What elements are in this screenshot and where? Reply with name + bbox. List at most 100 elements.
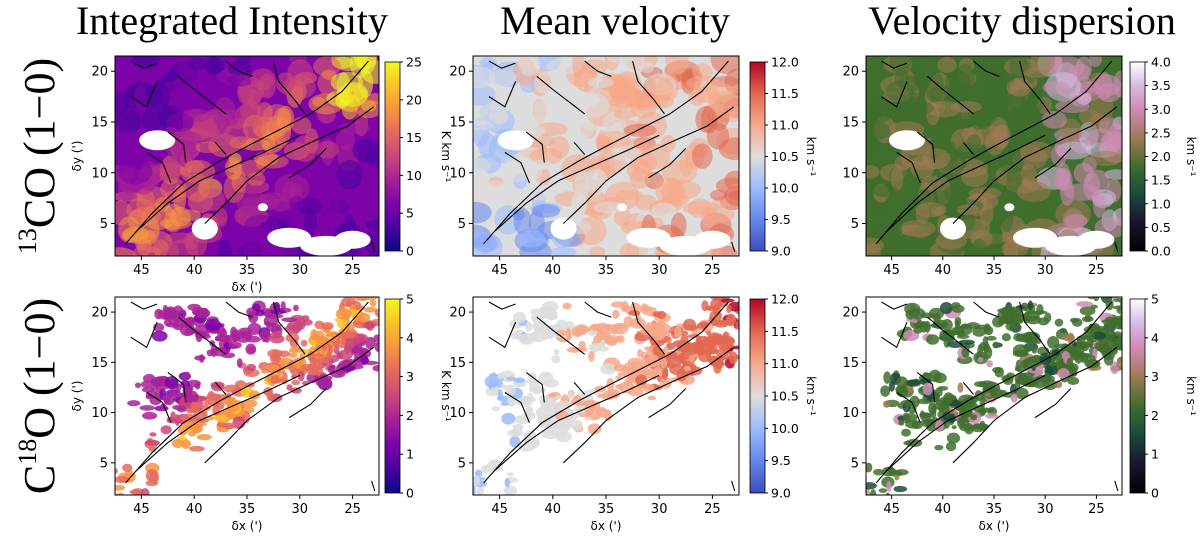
heatmap-image	[473, 297, 739, 495]
x-tick-label: 35	[986, 263, 1003, 278]
colorbar-tick-label: 3.0	[1151, 102, 1171, 117]
filament-skeleton	[272, 60, 306, 115]
x-tick-label: 30	[1037, 502, 1054, 517]
filament-skeleton	[896, 151, 921, 184]
filament-skeleton	[973, 60, 1000, 77]
x-tick-label: 45	[883, 263, 900, 278]
panel-c18o-mean-velocity: 45 40 35 30 25 5 10 15 20 δx (') 9.0 9.5 10.0 10.5 11.…	[449, 292, 818, 534]
filament-skeleton	[916, 371, 936, 403]
filament-skeleton	[731, 241, 736, 253]
filament-skeleton	[731, 480, 736, 492]
filament-skeleton	[371, 480, 376, 492]
x-tick-label: 40	[545, 502, 562, 517]
filament-skeleton	[483, 60, 729, 245]
y-tick-label: 15	[842, 356, 859, 371]
colorbar	[384, 61, 401, 252]
y-tick-label: 10	[842, 406, 859, 421]
x-axis-label: δx (')	[232, 519, 263, 533]
filament-skeleton	[573, 382, 586, 395]
row-label: C18O (1−0)	[13, 298, 64, 494]
panel-13co-integrated-intensity: 45 40 35 30 25 5 10 15 20 δx (') δy (') 0 5 10 15 20 25 K…	[70, 55, 453, 295]
filament-skeleton	[488, 301, 516, 310]
filament-skeleton	[125, 301, 369, 484]
colorbar-tick-label: 25	[406, 55, 422, 70]
x-tick-label: 25	[344, 502, 361, 517]
colorbar-tick-label: 10.5	[771, 149, 799, 164]
filament-skeleton	[952, 346, 1118, 464]
filament-skeleton	[881, 301, 908, 310]
filament-skeleton	[371, 241, 376, 253]
x-tick-label: 40	[545, 263, 562, 278]
colorbar-tick-label: 11.5	[771, 324, 799, 339]
filament-skeleton	[881, 60, 908, 69]
x-tick-label: 40	[186, 502, 203, 517]
row-label: 13CO (1−0)	[13, 58, 64, 254]
filament-skeleton	[225, 301, 253, 318]
colorbar-tick-label: 0	[1151, 486, 1159, 501]
filament-skeleton	[488, 321, 517, 349]
colorbar-tick-label: 12.0	[771, 292, 799, 307]
filament-skeleton	[204, 346, 375, 464]
colorbar-tick-label: 2.5	[1151, 125, 1171, 140]
colorbar-label: km s⁻¹	[1184, 137, 1198, 177]
x-axis-label: δx (')	[979, 519, 1010, 533]
y-tick-label: 5	[100, 217, 108, 232]
colorbar	[1129, 298, 1146, 494]
colorbar-tick-label: 1	[1151, 447, 1159, 462]
x-tick-label: 30	[1037, 263, 1054, 278]
colorbar-tick-label: 9.5	[771, 212, 791, 227]
y-axis-label: δy (')	[70, 381, 84, 412]
filament-skeleton	[916, 131, 936, 163]
y-axis-label: δy (')	[70, 141, 84, 172]
colorbar-tick-label: 15	[406, 130, 422, 145]
filament-skeleton	[886, 134, 1046, 233]
filament-skeleton	[204, 106, 375, 224]
colorbar-tick-label: 10	[406, 168, 422, 183]
colorbar-tick-label: 5	[1151, 292, 1159, 307]
filament-skeleton	[927, 316, 974, 355]
filament-skeleton	[573, 141, 586, 155]
colorbar-tick-label: 1.5	[1151, 173, 1171, 188]
filament-skeleton	[648, 388, 687, 419]
x-tick-label: 45	[133, 263, 150, 278]
colorbar	[749, 298, 766, 494]
filament-skeleton	[272, 301, 306, 355]
filament-skeleton	[1114, 480, 1119, 492]
filament-skeleton	[1114, 241, 1119, 253]
y-tick-label: 20	[842, 65, 859, 80]
y-tick-label: 10	[842, 166, 859, 181]
y-tick-label: 10	[449, 166, 466, 181]
filament-skeleton	[135, 134, 301, 233]
filament-skeleton	[886, 374, 1046, 472]
heatmap-image	[866, 297, 1122, 495]
x-tick-label: 35	[239, 502, 256, 517]
filament-skeleton	[563, 106, 735, 224]
colorbar-tick-label: 20	[406, 92, 422, 107]
filament-skeleton	[1034, 148, 1072, 179]
colorbar-tick-label: 0.5	[1151, 220, 1171, 235]
x-tick-label: 45	[491, 263, 508, 278]
filament-skeleton	[135, 374, 301, 472]
filament-skeleton	[504, 392, 530, 423]
filament-skeleton	[632, 60, 665, 115]
colorbar-label: K km s⁻¹	[439, 370, 453, 422]
filament-skeleton	[146, 151, 172, 184]
filament-skeleton	[130, 301, 158, 310]
filament-skeleton	[584, 301, 612, 318]
filament-skeleton	[962, 382, 974, 395]
colorbar-tick-label: 3	[406, 369, 414, 384]
colorbar-tick-label: 4	[1151, 330, 1159, 345]
colorbar-tick-label: 0.0	[1151, 244, 1171, 259]
x-tick-label: 40	[186, 263, 203, 278]
colorbar-label: km s⁻¹	[804, 137, 818, 177]
x-axis-label: δx (')	[591, 519, 622, 533]
filament-skeleton	[146, 392, 172, 423]
filament-skeleton	[493, 374, 660, 472]
filament-skeleton	[875, 60, 1113, 245]
x-tick-label: 25	[704, 502, 721, 517]
y-tick-label: 5	[851, 217, 859, 232]
colorbar-tick-label: 11.0	[771, 118, 799, 133]
filament-skeleton	[488, 60, 516, 69]
